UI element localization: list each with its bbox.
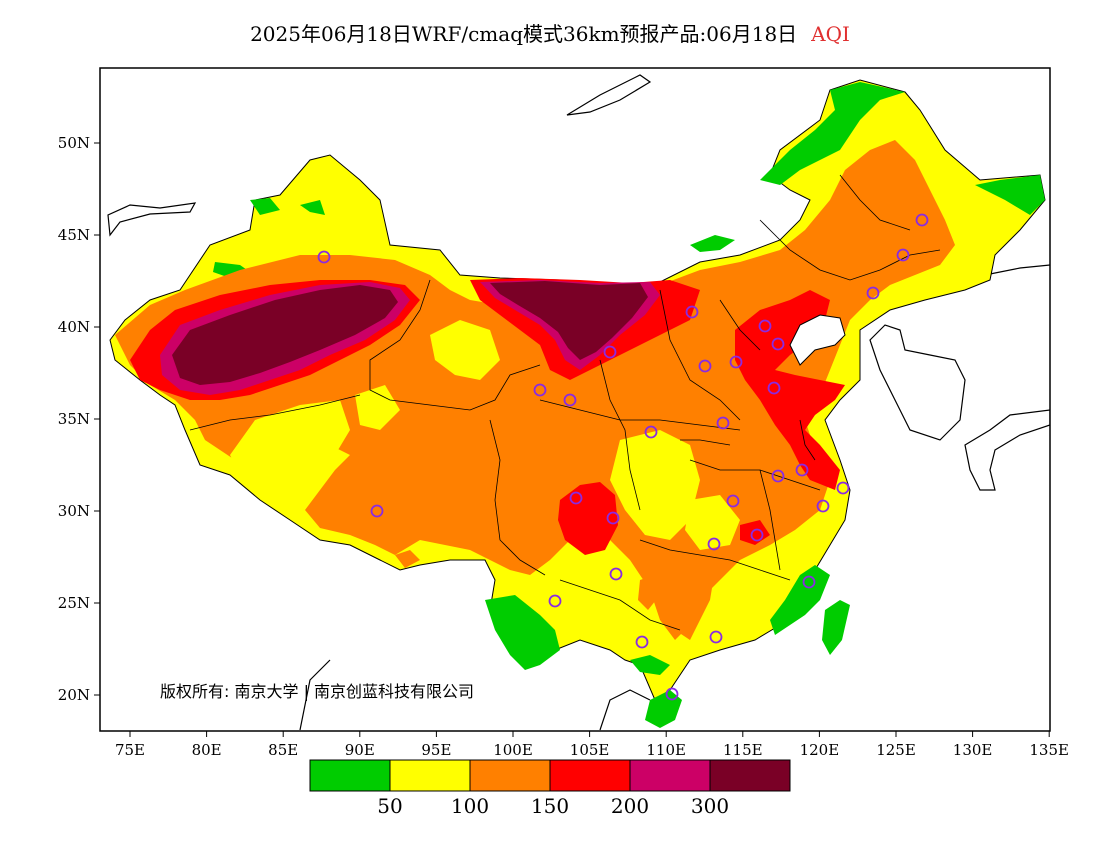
city-marker <box>758 319 772 333</box>
y-tick-label: 40N <box>58 318 90 336</box>
city-marker <box>795 463 809 477</box>
city-marker <box>750 528 764 542</box>
x-tick-label: 90E <box>345 741 375 759</box>
city-marker <box>866 286 880 300</box>
aqi-region-maroon <box>172 281 648 385</box>
coastline-outlines <box>107 74 1050 731</box>
province-boundaries <box>189 174 941 631</box>
legend-label: 50 <box>377 794 402 818</box>
city-marker <box>603 345 617 359</box>
copyright-text: 版权所有: 南京大学 | 南京创蓝科技有限公司 <box>160 682 474 701</box>
y-tick-label: 30N <box>58 502 90 520</box>
y-tick-label: 35N <box>58 410 90 428</box>
city-marker <box>569 491 583 505</box>
x-tick-label: 80E <box>192 741 222 759</box>
city-marker <box>606 511 620 525</box>
bohai-sea <box>789 314 846 366</box>
city-marker <box>548 594 562 608</box>
x-axis: 75E 80E 85E 90E 95E 100E 105E 110E 115E 120E 125E 1… <box>115 731 1069 759</box>
aqi-region-yellow-pockets <box>230 320 740 550</box>
legend-swatch <box>709 759 791 792</box>
city-marker <box>563 393 577 407</box>
legend-label: 200 <box>611 794 649 818</box>
legend-label: 150 <box>531 794 569 818</box>
y-tick-label: 45N <box>58 226 90 244</box>
city-marker <box>836 481 850 495</box>
city-marker <box>802 575 816 589</box>
city-marker <box>698 359 712 373</box>
color-legend: 50 100 150 200 300 <box>309 759 791 818</box>
x-tick-label: 95E <box>421 741 451 759</box>
x-tick-label: 75E <box>115 741 145 759</box>
city-marker <box>896 248 910 262</box>
city-marker <box>609 567 623 581</box>
x-tick-label: 135E <box>1029 741 1069 759</box>
legend-swatch <box>309 759 391 792</box>
city-marker <box>767 381 781 395</box>
city-marker <box>709 630 723 644</box>
map-frame <box>99 67 1051 732</box>
city-marker <box>635 635 649 649</box>
x-tick-label: 85E <box>268 741 298 759</box>
x-tick-label: 110E <box>646 741 686 759</box>
legend-swatch <box>549 759 631 792</box>
city-marker <box>771 469 785 483</box>
title-variable: AQI <box>811 22 850 46</box>
city-marker <box>716 416 730 430</box>
city-marker <box>685 305 699 319</box>
y-tick-label: 25N <box>58 594 90 612</box>
map-title: 2025年06月18日WRF/cmaq模式36km预报产品:06月18日 AQI <box>0 18 1100 47</box>
city-marker <box>726 494 740 508</box>
x-tick-label: 125E <box>876 741 916 759</box>
title-main: 2025年06月18日WRF/cmaq模式36km预报产品:06月18日 <box>250 22 798 46</box>
city-marker <box>665 687 679 701</box>
city-marker <box>915 213 929 227</box>
y-tick-label: 20N <box>58 686 90 704</box>
legend-swatch <box>389 759 471 792</box>
city-marker <box>816 499 830 513</box>
city-markers <box>317 213 929 701</box>
x-tick-label: 115E <box>723 741 763 759</box>
city-marker <box>533 383 547 397</box>
x-tick-label: 130E <box>953 741 993 759</box>
x-tick-label: 100E <box>493 741 533 759</box>
legend-swatch <box>629 759 711 792</box>
legend-label: 300 <box>691 794 729 818</box>
y-axis: 50N 45N 40N 35N 30N 25N 20N <box>58 134 100 704</box>
legend-label: 100 <box>451 794 489 818</box>
x-tick-label: 105E <box>570 741 610 759</box>
city-marker <box>729 355 743 369</box>
x-tick-label: 120E <box>800 741 840 759</box>
map-content <box>107 74 1050 731</box>
city-marker <box>771 337 785 351</box>
city-marker <box>317 250 331 264</box>
city-marker <box>644 425 658 439</box>
city-marker <box>707 537 721 551</box>
y-tick-label: 50N <box>58 134 90 152</box>
city-marker <box>370 504 384 518</box>
legend-swatch <box>469 759 551 792</box>
